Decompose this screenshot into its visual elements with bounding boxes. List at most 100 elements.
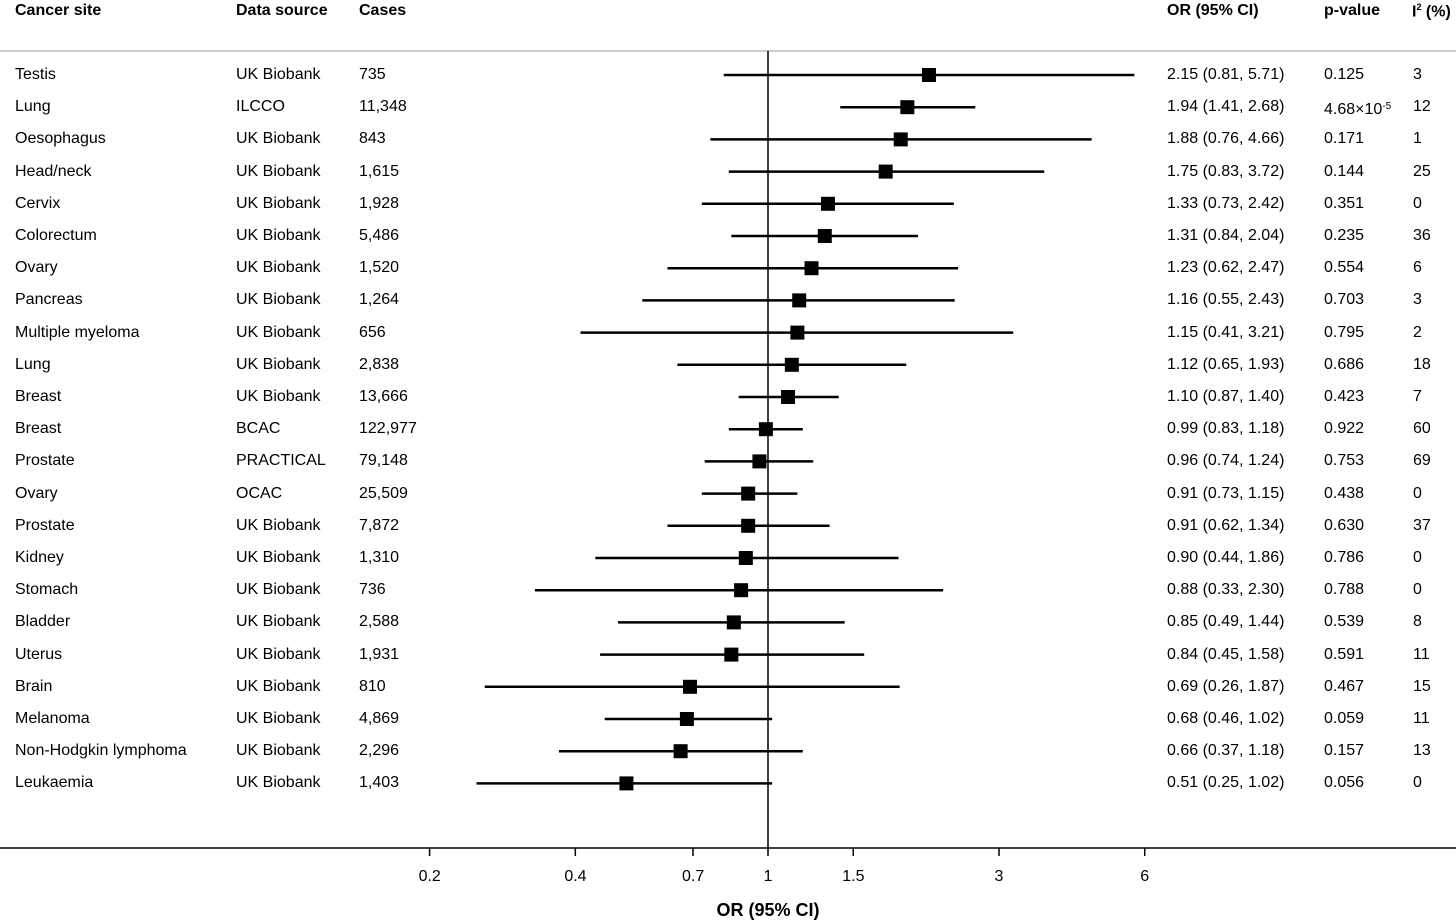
cancer-site-cell: Colorectum (15, 227, 97, 244)
point-estimate (792, 293, 807, 308)
or-ci-cell: 1.16 (0.55, 2.43) (1167, 291, 1285, 309)
point-estimate (738, 551, 753, 565)
or-ci-cell: 0.84 (0.45, 1.58) (1167, 645, 1285, 663)
or-ci-cell: 1.33 (0.73, 2.42) (1167, 194, 1285, 212)
p-value-cell: 0.630 (1324, 516, 1365, 534)
point-estimate (790, 325, 805, 340)
point-estimate (804, 261, 819, 276)
cases-cell: 2,296 (359, 742, 400, 760)
cases-cell: 1,615 (359, 162, 400, 180)
point-estimate (900, 100, 915, 115)
p-value-cell: 0.351 (1324, 194, 1365, 212)
point-estimate (752, 454, 767, 469)
cancer-site-cell: Bladder (15, 613, 71, 631)
data-source-cell: UK Biobank (236, 516, 321, 534)
or-ci-cell: 0.96 (0.74, 1.24) (1167, 452, 1285, 470)
p-value-cell: 0.467 (1324, 677, 1365, 695)
p-value-cell: 0.539 (1324, 613, 1365, 631)
or-ci-cell: 0.99 (0.83, 1.18) (1167, 420, 1285, 438)
point-estimate (682, 679, 697, 694)
cancer-site-cell: Breast (15, 388, 62, 405)
header-i2: I2 (%) (1412, 2, 1451, 21)
x-tick-label: 1.5 (842, 868, 865, 885)
cases-cell: 5,486 (359, 227, 400, 244)
data-source-cell: UK Biobank (236, 549, 321, 566)
or-ci-cell: 0.90 (0.44, 1.86) (1167, 549, 1285, 566)
i2-cell: 36 (1413, 227, 1431, 244)
data-source-cell: UK Biobank (236, 323, 321, 341)
point-estimate (784, 357, 799, 372)
p-value-cell: 0.157 (1324, 742, 1365, 760)
p-value-cell: 0.171 (1324, 130, 1365, 148)
i2-cell: 12 (1413, 98, 1431, 116)
cases-cell: 1,520 (359, 259, 400, 277)
p-value-cell: 0.795 (1324, 323, 1365, 341)
i2-cell: 15 (1413, 677, 1431, 695)
data-source-cell: UK Biobank (236, 194, 321, 212)
cases-cell: 1,403 (359, 774, 400, 792)
cancer-site-cell: Leukaemia (15, 774, 94, 792)
or-ci-cell: 0.91 (0.73, 1.15) (1167, 484, 1285, 502)
data-source-cell: UK Biobank (236, 710, 321, 727)
cancer-site-cell: Cervix (15, 194, 61, 212)
cases-cell: 79,148 (359, 452, 408, 470)
or-ci-cell: 0.51 (0.25, 1.02) (1167, 774, 1285, 792)
p-value-cell: 0.059 (1324, 710, 1365, 727)
data-source-cell: UK Biobank (236, 259, 321, 277)
i2-cell: 7 (1413, 388, 1422, 405)
x-tick-label: 0.4 (564, 868, 587, 885)
cancer-site-cell: Prostate (15, 516, 75, 534)
i2-cell: 13 (1413, 742, 1431, 760)
data-source-cell: UK Biobank (236, 227, 321, 244)
cases-cell: 735 (359, 66, 386, 83)
data-source-cell: UK Biobank (236, 613, 321, 631)
p-value-cell: 0.686 (1324, 355, 1365, 373)
cancer-site-cell: Non-Hodgkin lymphoma (15, 742, 187, 760)
point-estimate (820, 196, 835, 211)
x-tick-label: 3 (994, 868, 1004, 885)
data-source-cell: ILCCO (236, 98, 285, 116)
point-estimate (893, 132, 908, 147)
cases-cell: 11,348 (359, 98, 407, 116)
data-source-cell: UK Biobank (236, 66, 321, 83)
cases-cell: 843 (359, 130, 386, 148)
i2-cell: 0 (1413, 484, 1422, 502)
cancer-site-cell: Ovary (15, 484, 58, 502)
data-source-cell: UK Biobank (236, 581, 321, 599)
cancer-site-cell: Pancreas (15, 291, 83, 309)
cancer-site-cell: Prostate (15, 452, 75, 470)
or-ci-cell: 1.23 (0.62, 2.47) (1167, 259, 1285, 277)
cases-cell: 1,264 (359, 291, 400, 309)
p-value-cell: 0.125 (1324, 66, 1365, 83)
or-ci-cell: 0.85 (0.49, 1.44) (1167, 613, 1285, 631)
header-cancer-site: Cancer site (15, 2, 102, 19)
cases-cell: 1,928 (359, 194, 400, 212)
p-value-cell: 0.144 (1324, 162, 1365, 180)
header-cases: Cases (359, 2, 407, 19)
i2-cell: 25 (1413, 162, 1431, 180)
cancer-site-cell: Testis (15, 66, 56, 83)
data-source-cell: BCAC (236, 420, 281, 438)
cancer-site-cell: Brain (15, 677, 53, 695)
or-ci-cell: 1.15 (0.41, 3.21) (1167, 323, 1285, 341)
i2-cell: 0 (1413, 774, 1422, 792)
p-value-cell: 0.423 (1324, 388, 1365, 405)
i2-cell: 6 (1413, 259, 1422, 277)
p-value-cell: 0.591 (1324, 645, 1365, 663)
cancer-site-cell: Kidney (15, 549, 64, 566)
point-estimate (758, 422, 773, 437)
x-tick-label: 1 (763, 868, 773, 885)
data-source-cell: UK Biobank (236, 355, 321, 373)
header-data-source: Data source (236, 2, 328, 19)
i2-cell: 8 (1413, 613, 1422, 631)
x-tick-label: 6 (1140, 868, 1150, 885)
data-source-cell: UK Biobank (236, 677, 321, 695)
data-source-cell: UK Biobank (236, 645, 321, 663)
cancer-site-cell: Stomach (15, 581, 79, 599)
point-estimate (878, 164, 893, 179)
i2-cell: 37 (1413, 516, 1431, 534)
x-axis-title: OR (95% CI) (716, 900, 820, 920)
p-value-cell: 0.753 (1324, 452, 1365, 470)
p-value-cell: 0.438 (1324, 484, 1365, 502)
data-source-cell: UK Biobank (236, 162, 321, 180)
